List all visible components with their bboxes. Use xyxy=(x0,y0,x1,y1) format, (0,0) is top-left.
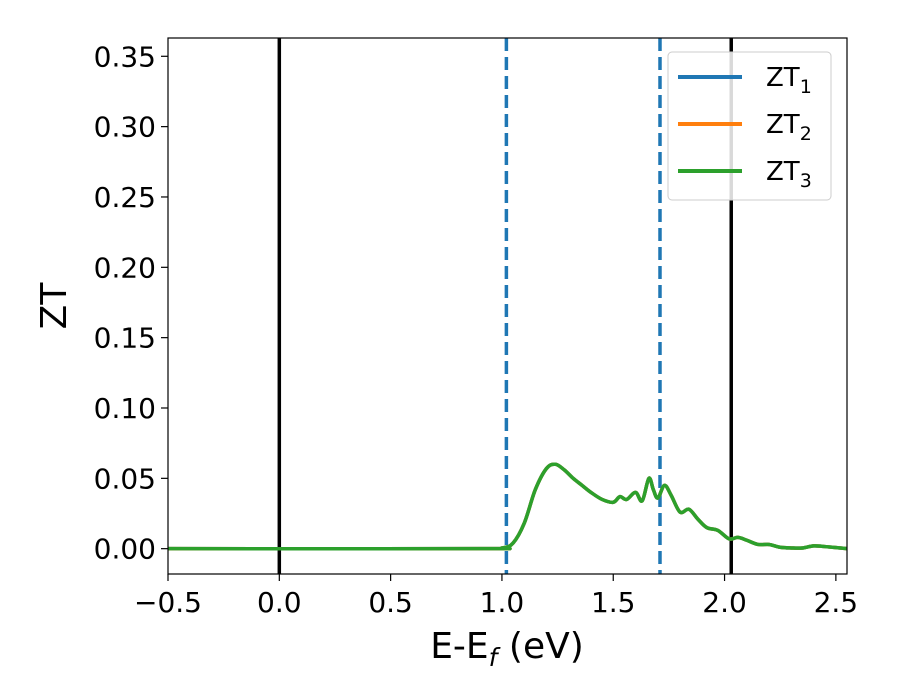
x-tick-label: −0.5 xyxy=(134,586,202,619)
y-tick-label: 0.05 xyxy=(94,462,156,495)
x-tick-label: 0.5 xyxy=(368,586,413,619)
legend-label-2: ZT2 xyxy=(766,110,812,145)
x-axis-title: E-Ef (eV) xyxy=(430,626,584,672)
y-tick-label: 0.00 xyxy=(94,533,156,566)
legend-label-1: ZT1 xyxy=(766,63,812,98)
y-tick-label: 0.10 xyxy=(94,392,156,425)
x-axis: −0.5 0.0 0.5 1.0 1.5 2.0 2.5 xyxy=(134,574,858,619)
y-tick-label: 0.25 xyxy=(94,181,156,214)
y-tick-label: 0.15 xyxy=(94,322,156,355)
x-tick-label: 1.5 xyxy=(591,586,636,619)
series-lines xyxy=(167,462,848,551)
x-tick-label: 2.0 xyxy=(702,586,747,619)
x-tick-label: 1.0 xyxy=(480,586,525,619)
y-axis: 0.00 0.05 0.10 0.15 0.20 0.25 0.30 0.35 xyxy=(94,40,168,566)
reference-lines xyxy=(277,38,733,574)
y-axis-title: ZT xyxy=(34,282,75,330)
legend-label-3: ZT3 xyxy=(766,157,812,192)
y-tick-label: 0.35 xyxy=(94,40,156,73)
legend-box xyxy=(667,51,832,201)
series-line-3 xyxy=(167,462,848,551)
x-tick-label: 0.0 xyxy=(257,586,302,619)
y-tick-label: 0.30 xyxy=(94,111,156,144)
plot-frame xyxy=(167,37,848,575)
y-tick-label: 0.20 xyxy=(94,251,156,284)
x-tick-label: 2.5 xyxy=(814,586,859,619)
legend: ZT1 ZT2 ZT3 xyxy=(667,51,832,201)
